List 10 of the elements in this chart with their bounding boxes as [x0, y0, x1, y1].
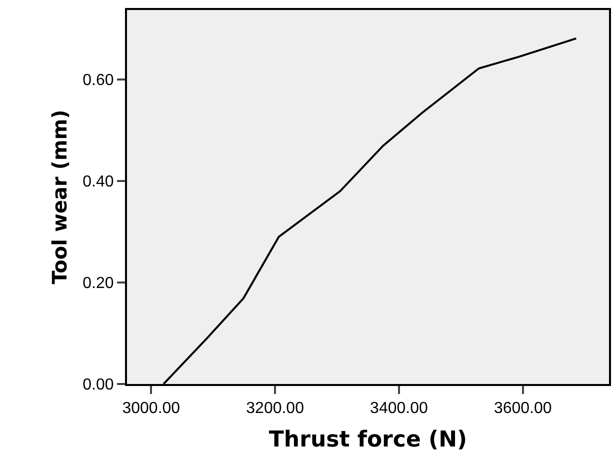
y-tick-label: 0.20	[82, 275, 114, 292]
y-tick-label: 0.60	[82, 72, 114, 90]
x-axis-title: Thrust force (N)	[268, 428, 468, 453]
x-tick-label: 3400.00	[370, 400, 428, 418]
y-tick-label: 0.00	[82, 376, 114, 394]
x-tick-label: 3200.00	[246, 400, 304, 418]
x-tick-label: 3000.00	[122, 400, 180, 418]
x-tick-label: 3600.00	[494, 400, 552, 418]
y-tick-label: 0.40	[82, 174, 114, 191]
y-axis-title: Tool wear (mm)	[48, 110, 72, 284]
